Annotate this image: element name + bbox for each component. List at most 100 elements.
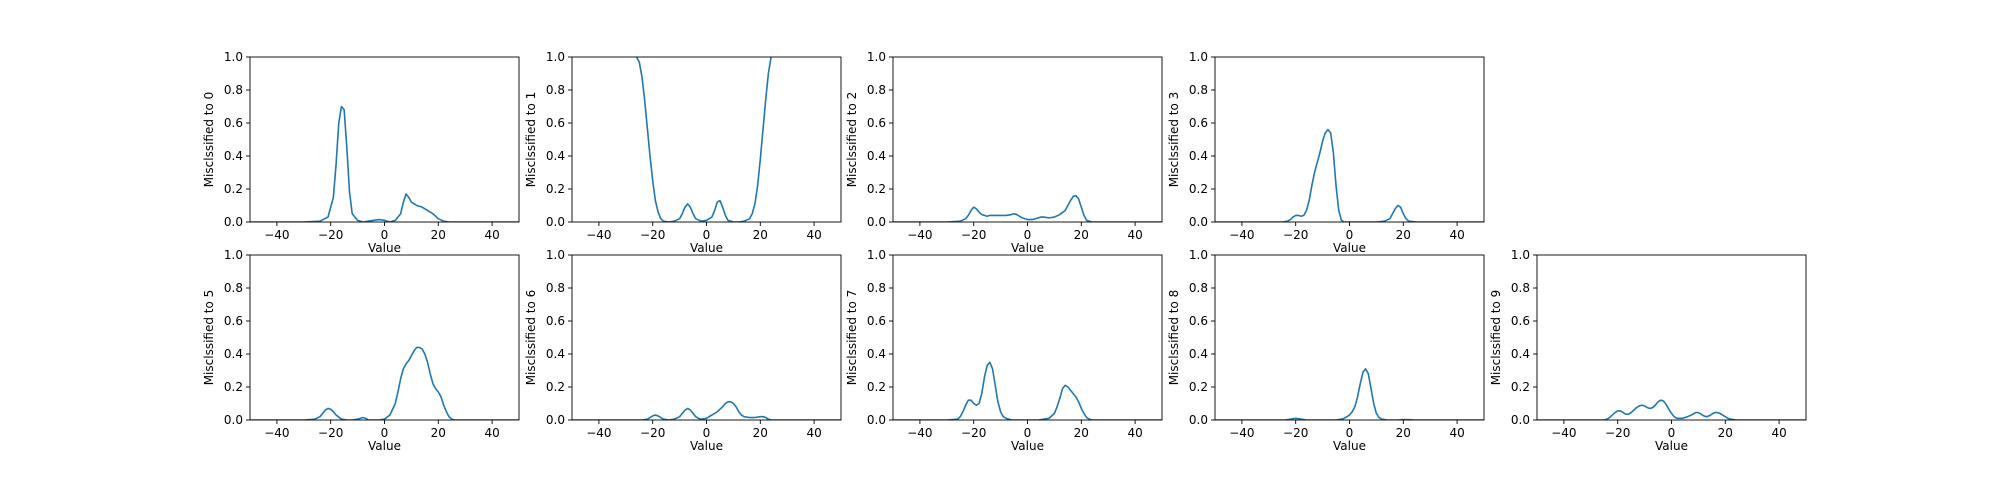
subplot-8: −40 −20 0 20 40 0.0 0.2 0.4 0.6 0.8 1.0 Value Miscls… (1489, 248, 1807, 453)
series-line (1215, 368, 1484, 420)
x-tick-label: −20 (1283, 426, 1308, 440)
subplot-1: −40 −20 0 20 40 0.0 0.2 0.4 0.6 0.8 1.0 Value Miscls… (524, 50, 842, 255)
x-tick-label: 20 (753, 228, 768, 242)
x-tick-label: −20 (640, 228, 665, 242)
axes-frame (892, 56, 1163, 223)
series-line (893, 194, 1162, 222)
subplot-4: −40 −20 0 20 40 0.0 0.2 0.4 0.6 0.8 1.0 Value Miscls… (202, 248, 520, 453)
y-tick-label: 0.4 (1189, 347, 1208, 361)
axes-frame (892, 254, 1163, 421)
y-axis-label: Misclssified to 6 (524, 290, 538, 386)
x-tick-label: 40 (806, 426, 821, 440)
x-tick-label: −40 (264, 228, 289, 242)
y-tick-label: 0.6 (1511, 314, 1530, 328)
y-tick-label: 0.0 (1511, 413, 1530, 427)
x-tick-label: 40 (484, 426, 499, 440)
axes-frame (1214, 254, 1485, 421)
x-tick-label: −40 (907, 426, 932, 440)
axes-frame (571, 56, 842, 223)
x-axis-label: Value (1333, 241, 1366, 255)
subplot-2: −40 −20 0 20 40 0.0 0.2 0.4 0.6 0.8 1.0 Value Miscls… (845, 50, 1163, 255)
x-tick-label: 20 (1718, 426, 1733, 440)
x-axis-label: Value (368, 439, 401, 453)
x-axis-label: Value (690, 241, 723, 255)
x-tick-label: 0 (381, 426, 389, 440)
series-line (635, 57, 772, 222)
x-tick-label: 40 (484, 228, 499, 242)
y-tick-label: 0.6 (867, 314, 886, 328)
x-tick-label: −40 (586, 426, 611, 440)
x-tick-label: 40 (1771, 426, 1786, 440)
subplot-3: −40 −20 0 20 40 0.0 0.2 0.4 0.6 0.8 1.0 Value Miscls… (1167, 50, 1485, 255)
x-tick-label: −20 (318, 426, 343, 440)
x-tick-label: 20 (753, 426, 768, 440)
x-tick-label: −20 (1283, 228, 1308, 242)
y-axis-label: Misclssified to 3 (1167, 92, 1181, 188)
y-tick-label: 0.0 (546, 413, 565, 427)
y-tick-label: 1.0 (224, 248, 243, 262)
y-tick-label: 0.4 (867, 347, 886, 361)
y-tick-label: 0.0 (546, 215, 565, 229)
subplot-6: −40 −20 0 20 40 0.0 0.2 0.4 0.6 0.8 1.0 Value Miscls… (845, 248, 1163, 453)
x-tick-label: 40 (1449, 426, 1464, 440)
y-axis-label: Misclssified to 0 (202, 92, 216, 188)
axes-frame (1536, 254, 1807, 421)
y-tick-label: 0.4 (224, 347, 243, 361)
x-tick-label: −20 (640, 426, 665, 440)
y-tick-label: 0.2 (867, 182, 886, 196)
x-tick-label: −40 (264, 426, 289, 440)
y-tick-label: 1.0 (867, 50, 886, 64)
x-tick-label: 20 (1074, 426, 1089, 440)
x-axis-label: Value (1333, 439, 1366, 453)
y-tick-label: 1.0 (546, 50, 565, 64)
y-axis-label: Misclssified to 2 (845, 92, 859, 188)
subplot-5: −40 −20 0 20 40 0.0 0.2 0.4 0.6 0.8 1.0 Value Miscls… (524, 248, 842, 453)
x-tick-label: −20 (961, 228, 986, 242)
y-axis-label: Misclssified to 7 (845, 290, 859, 386)
y-tick-label: 0.8 (867, 281, 886, 295)
y-tick-label: 0.4 (224, 149, 243, 163)
y-tick-label: 0.6 (1189, 116, 1208, 130)
x-tick-label: 0 (1024, 228, 1032, 242)
x-tick-label: 0 (1346, 228, 1354, 242)
x-tick-label: 40 (1449, 228, 1464, 242)
x-axis-label: Value (1011, 439, 1044, 453)
x-tick-label: 20 (1396, 228, 1411, 242)
y-tick-label: 0.6 (224, 116, 243, 130)
y-tick-label: 0.0 (867, 413, 886, 427)
y-axis-label: Misclssified to 9 (1489, 290, 1503, 386)
y-tick-label: 0.8 (1189, 83, 1208, 97)
y-tick-label: 0.8 (546, 281, 565, 295)
y-tick-label: 1.0 (546, 248, 565, 262)
x-tick-label: −40 (1229, 426, 1254, 440)
x-tick-label: 0 (703, 426, 711, 440)
x-tick-label: −40 (586, 228, 611, 242)
y-tick-label: 1.0 (1189, 50, 1208, 64)
series-line (572, 401, 841, 420)
axes-frame (249, 56, 520, 223)
y-tick-label: 0.8 (1511, 281, 1530, 295)
y-axis-label: Misclssified to 8 (1167, 290, 1181, 386)
x-tick-label: −20 (1605, 426, 1630, 440)
x-tick-label: 20 (431, 228, 446, 242)
y-axis-label: Misclssified to 5 (202, 290, 216, 386)
axes-frame (1214, 56, 1485, 223)
y-tick-label: 0.0 (867, 215, 886, 229)
y-tick-label: 0.0 (1189, 413, 1208, 427)
y-tick-label: 0.2 (1511, 380, 1530, 394)
x-tick-label: 20 (1074, 228, 1089, 242)
y-tick-label: 0.6 (546, 314, 565, 328)
x-axis-label: Value (1011, 241, 1044, 255)
y-tick-label: 0.2 (224, 182, 243, 196)
series-line (250, 346, 519, 420)
x-tick-label: −40 (1229, 228, 1254, 242)
x-tick-label: −20 (961, 426, 986, 440)
y-tick-label: 0.4 (1189, 149, 1208, 163)
y-tick-label: 0.0 (224, 413, 243, 427)
y-tick-label: 0.8 (224, 83, 243, 97)
y-tick-label: 0.2 (546, 380, 565, 394)
y-tick-label: 1.0 (1511, 248, 1530, 262)
y-tick-label: 0.2 (546, 182, 565, 196)
x-axis-label: Value (368, 241, 401, 255)
